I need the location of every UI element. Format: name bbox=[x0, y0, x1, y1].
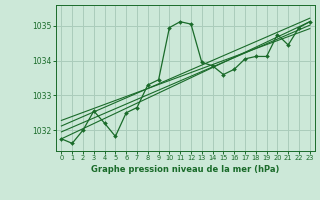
X-axis label: Graphe pression niveau de la mer (hPa): Graphe pression niveau de la mer (hPa) bbox=[92, 165, 280, 174]
